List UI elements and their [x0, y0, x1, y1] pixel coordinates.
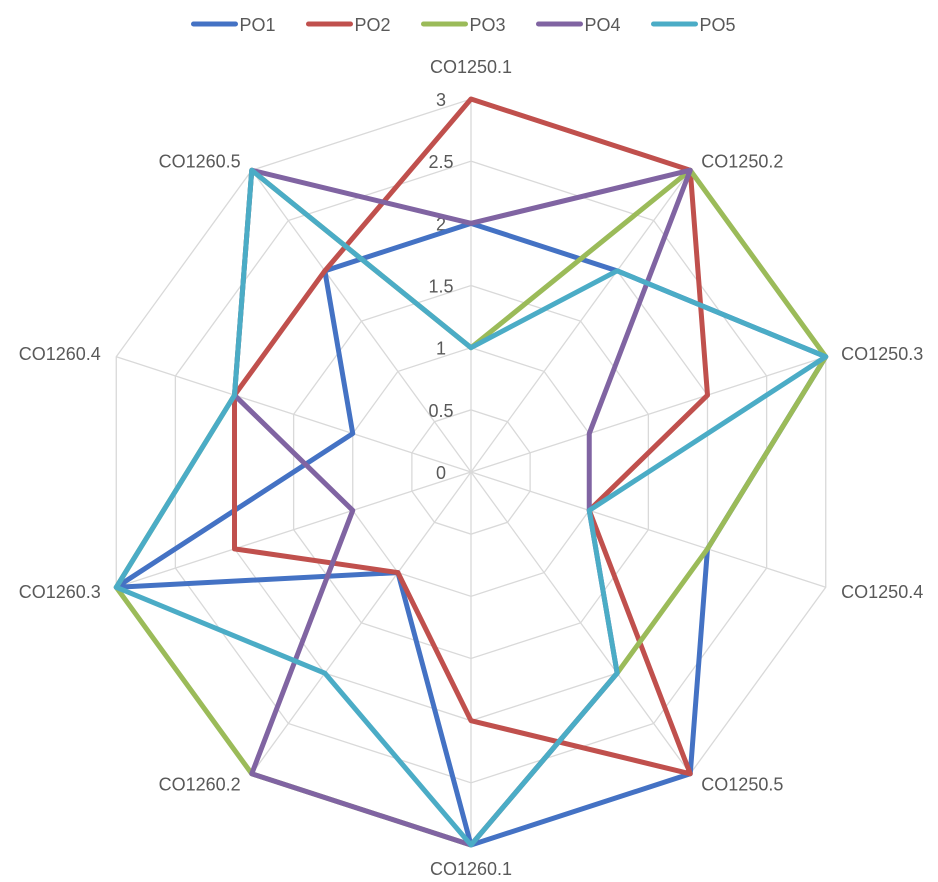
legend-item: PO3 — [421, 15, 506, 35]
series-lines — [113, 96, 829, 848]
series-line-po5 — [113, 167, 829, 848]
legend-item: PO4 — [536, 15, 621, 35]
grid-spoke — [470, 471, 691, 775]
grid-spoke — [251, 169, 472, 473]
tick-label: 0.5 — [428, 401, 453, 421]
legend-item: PO2 — [306, 15, 391, 35]
category-label: CO1250.1 — [430, 57, 512, 77]
category-label: CO1260.2 — [159, 774, 241, 794]
category-label: CO1260.1 — [430, 859, 512, 879]
tick-label: 1.5 — [428, 277, 453, 297]
tick-label: 2 — [436, 214, 446, 234]
grid-spoke — [116, 471, 472, 588]
tick-label: 3 — [436, 90, 446, 110]
grid-spoke — [470, 356, 826, 473]
tick-label: 2.5 — [428, 152, 453, 172]
radial-tick-labels: 0 0.5 1 1.5 2 2.5 3 — [428, 90, 453, 483]
category-label: CO1250.3 — [841, 344, 923, 364]
category-label: CO1260.3 — [19, 582, 101, 602]
legend-label: PO3 — [470, 15, 506, 35]
category-label: CO1250.2 — [701, 152, 783, 172]
series-line-po2 — [232, 96, 710, 777]
grid-spoke — [470, 471, 826, 588]
category-labels: CO1250.1 CO1250.2 CO1250.3 CO1250.4 CO1250.5… — [19, 57, 923, 879]
category-label: CO1250.4 — [841, 582, 923, 602]
category-label: CO1250.5 — [701, 774, 783, 794]
grid-spoke — [470, 169, 691, 473]
category-label: CO1260.5 — [159, 152, 241, 172]
legend-label: PO5 — [700, 15, 736, 35]
grid-spoke — [116, 356, 472, 473]
legend-label: PO1 — [240, 15, 276, 35]
tick-label: 0 — [436, 463, 446, 483]
legend-label: PO2 — [355, 15, 391, 35]
legend-label: PO4 — [585, 15, 621, 35]
legend: PO1 PO2 PO3 PO4 PO5 — [191, 15, 736, 35]
legend-item: PO5 — [651, 15, 736, 35]
grid-spoke — [251, 471, 472, 775]
category-label: CO1260.4 — [19, 344, 101, 364]
tick-label: 1 — [436, 339, 446, 359]
legend-item: PO1 — [191, 15, 276, 35]
